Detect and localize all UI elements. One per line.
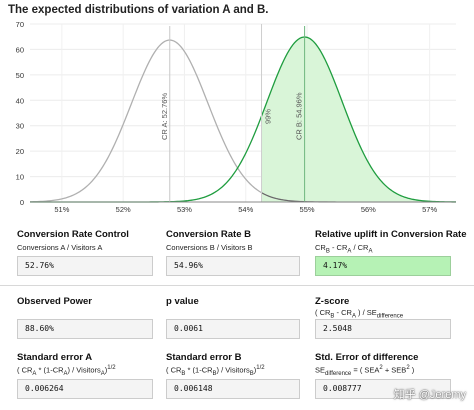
cr-b-formula: Conversions B / Visitors B [166,243,253,252]
x-tick-label: 51% [54,205,69,214]
y-tick-label: 30 [16,122,24,131]
pvalue-value: 0.0061 [166,319,300,339]
zscore-label: Z-score [315,296,350,307]
cr-control-formula: Conversions A / Visitors A [17,243,103,252]
cr-b-value: 54.96% [166,256,300,276]
y-tick-label: 0 [20,198,24,207]
se-a-label: Standard error A [17,352,93,363]
se-a-formula: ( CRA * (1-CRA) / VisitorsA)1/2 [17,365,116,377]
pvalue-label: p value [166,296,199,307]
cr-control-label: Conversion Rate Control [17,229,129,240]
cr-control-value: 52.76% [17,256,153,276]
watermark: 知乎 @Jeremy [393,389,466,401]
se-b-value: 0.006148 [166,379,300,399]
series-a-label: CR A: 52.76% [160,93,169,140]
x-tick-label: 56% [361,205,376,214]
y-tick-label: 10 [16,173,24,182]
series-b-shaded-area [261,37,456,202]
threshold-label: 99% [264,109,273,124]
series-b-curve [30,36,457,203]
x-tick-label: 52% [116,205,131,214]
se-diff-label: Std. Error of difference [315,352,419,363]
y-tick-label: 40 [16,96,24,105]
y-tick-label: 60 [16,45,24,54]
x-tick-label: 57% [422,205,437,214]
uplift-label: Relative uplift in Conversion Rate [315,229,467,240]
zscore-formula: ( CRB - CRA ) / SEdifference [315,308,404,320]
cr-b-label: Conversion Rate B [166,229,251,240]
y-tick-label: 70 [16,20,24,29]
page-title: The expected distributions of variation … [8,4,269,16]
distribution-chart: 0 10 20 30 40 50 60 70 CR A: 52.76% CR B: 54.96% 9… [16,20,457,214]
series-a-curve [29,39,456,203]
x-tick-label: 54% [238,205,253,214]
x-tick-label: 53% [177,205,192,214]
zscore-value: 2.5048 [315,319,451,339]
power-value: 88.60% [17,319,153,339]
se-b-label: Standard error B [166,352,242,363]
y-tick-label: 20 [16,147,24,156]
power-label: Observed Power [17,296,92,307]
x-tick-label: 55% [300,205,315,214]
se-a-value: 0.006264 [17,379,153,399]
uplift-value: 4.17% [315,256,451,276]
series-b-label: CR B: 54.96% [295,92,304,140]
se-diff-value: 0.008777 [315,379,451,399]
se-diff-formula: SEdifference = ( SEA2 + SEB2 ) [315,365,415,377]
y-tick-label: 50 [16,71,24,80]
uplift-formula: CRB - CRA / CRA [315,243,373,255]
section-divider [0,285,474,286]
se-b-formula: ( CRB * (1-CRB) / VisitorsB)1/2 [166,365,265,377]
